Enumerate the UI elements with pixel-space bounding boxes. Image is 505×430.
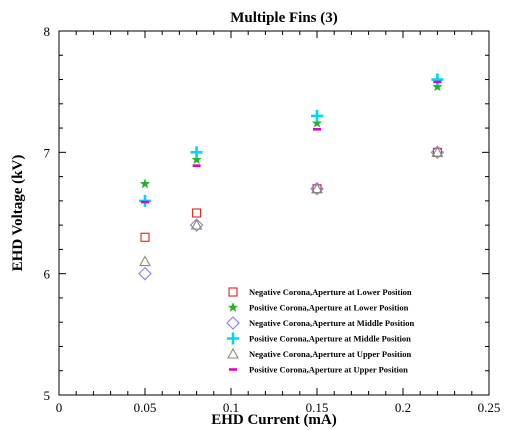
axis-ticks	[58, 30, 490, 396]
data-point-series-2	[139, 178, 151, 189]
legend-marker	[227, 332, 239, 345]
legend-entry-label: Negative Corona,Aperture at Upper Positi…	[249, 349, 411, 359]
data-point-series-3	[430, 145, 445, 160]
legend-entry-label: Positive Corona,Aperture at Middle Posit…	[249, 334, 411, 344]
data-point-series-5	[139, 255, 151, 267]
legend-entry-label: Negative Corona,Aperture at Middle Posit…	[249, 318, 414, 328]
legend-marker	[227, 347, 239, 359]
tick-labels: 0 0.05 0.1 0.15 0.2 0.25 5 6 7 8	[44, 24, 501, 415]
x-tick-label: 0.05	[134, 400, 157, 415]
x-tick-label: 0.15	[306, 400, 329, 415]
data-point-series-4	[190, 146, 203, 159]
data-point-series-2	[311, 117, 323, 128]
chart-title: Multiple Fins (3)	[230, 10, 338, 26]
data-points	[138, 73, 445, 281]
legend-marker	[228, 287, 238, 297]
data-point-series-1	[140, 232, 150, 242]
legend-entry-label: Positive Corona,Aperture at Lower Positi…	[249, 303, 409, 313]
data-point-series-4	[431, 73, 444, 86]
data-point-series-2	[191, 154, 202, 164]
data-point-series-1	[192, 208, 202, 218]
legend: Negative Corona,Aperture at Lower Positi…	[226, 287, 414, 375]
x-tick-label: 0.25	[478, 400, 501, 415]
data-point-series-3	[138, 266, 152, 281]
y-tick-label: 7	[44, 145, 51, 160]
data-point-series-5	[190, 219, 203, 230]
legend-marker	[226, 316, 240, 330]
x-tick-label: 0.1	[223, 400, 239, 415]
legend-entry-label: Positive Corona,Aperture at Upper Positi…	[249, 365, 408, 375]
data-point-series-2	[432, 81, 443, 92]
data-point-series-3	[310, 181, 324, 196]
data-point-series-5	[431, 146, 444, 157]
y-axis-label: EHD Voltage (kV)	[10, 155, 26, 272]
data-point-series-3	[189, 218, 204, 232]
data-point-series-4	[311, 109, 323, 122]
x-tick-label: 0.2	[395, 400, 411, 415]
legend-entry-label: Negative Corona,Aperture at Lower Positi…	[249, 287, 412, 297]
legend-marker	[227, 302, 239, 312]
y-tick-label: 8	[44, 24, 51, 39]
x-axis-label: EHD Current (mA)	[211, 412, 337, 428]
plot-area	[58, 30, 490, 396]
x-tick-label: 0	[56, 400, 63, 415]
y-tick-label: 6	[44, 267, 51, 282]
data-point-series-5	[311, 182, 323, 194]
y-tick-label: 5	[44, 388, 51, 403]
